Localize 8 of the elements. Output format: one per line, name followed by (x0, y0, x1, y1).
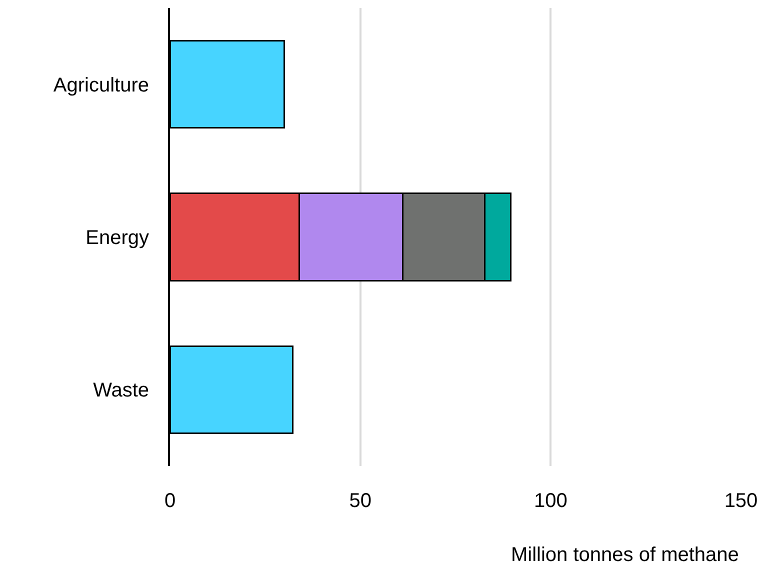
x-tick-label: 150 (724, 490, 758, 512)
y-tick-label: Agriculture (53, 74, 149, 96)
x-tick-label: 50 (349, 490, 372, 512)
y-tick-label: Waste (93, 380, 149, 402)
x-tick-label: 0 (164, 490, 176, 512)
x-tick-label: 100 (534, 490, 568, 512)
x-axis-title: Million tonnes of methane (511, 544, 739, 566)
y-tick-label: Energy (86, 227, 149, 249)
